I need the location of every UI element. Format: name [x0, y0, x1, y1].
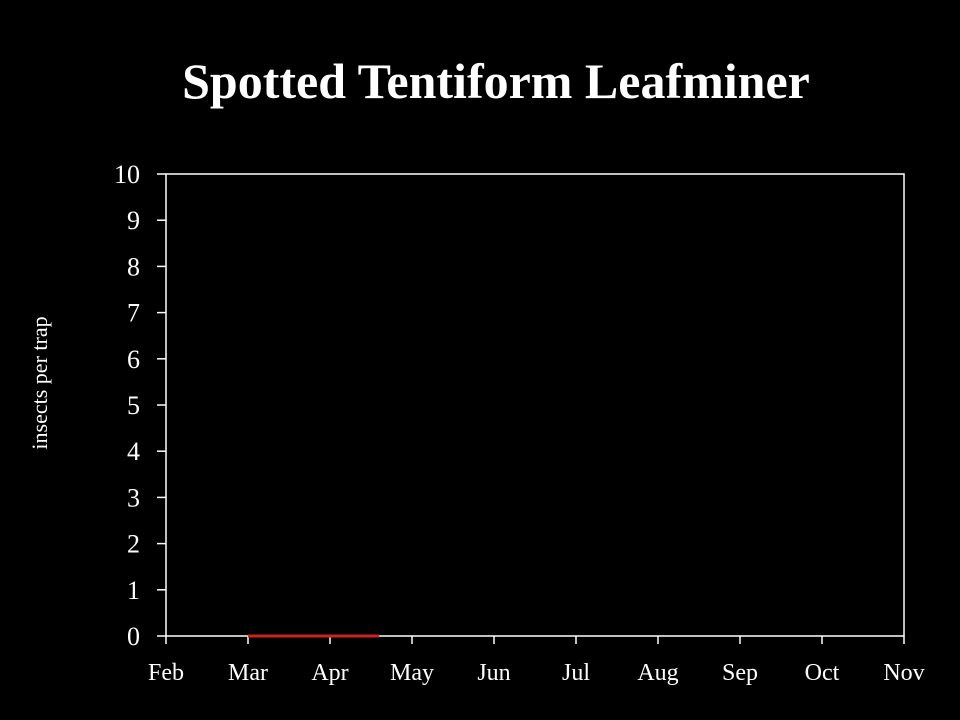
x-tick-label: Jun	[477, 660, 510, 686]
y-tick-label: 10	[114, 160, 140, 189]
y-tick-label: 0	[127, 622, 140, 651]
plot-area	[165, 173, 905, 637]
y-tick-label: 7	[127, 299, 140, 328]
y-tick-label: 2	[127, 530, 140, 559]
y-tick-label: 9	[127, 206, 140, 235]
x-tick-label: Nov	[883, 660, 924, 686]
y-tick-label: 5	[127, 391, 140, 420]
x-tick-label: May	[390, 660, 434, 686]
x-tick-label: Oct	[805, 660, 840, 686]
y-tick-label: 1	[127, 576, 140, 605]
x-tick-label: Aug	[637, 660, 678, 686]
x-tick-label: Apr	[311, 660, 348, 686]
x-tick-label: Jul	[562, 660, 590, 686]
y-axis-label: insects per trap	[27, 316, 52, 449]
x-tick-label: Mar	[228, 660, 268, 686]
x-tick-label: Feb	[148, 660, 184, 686]
x-axis: Feb Mar Apr May Jun Jul Aug Sep Oct Nov	[148, 636, 925, 686]
chart-title: Spotted Tentiform Leafminer	[182, 53, 810, 109]
y-tick-label: 8	[127, 252, 140, 281]
y-tick-label: 4	[127, 437, 140, 466]
y-tick-label: 3	[127, 483, 140, 512]
y-axis: 0 1 2 3 4 5 6 7 8 9 10	[114, 160, 166, 651]
y-tick-label: 6	[127, 345, 140, 374]
x-tick-label: Sep	[722, 660, 758, 686]
